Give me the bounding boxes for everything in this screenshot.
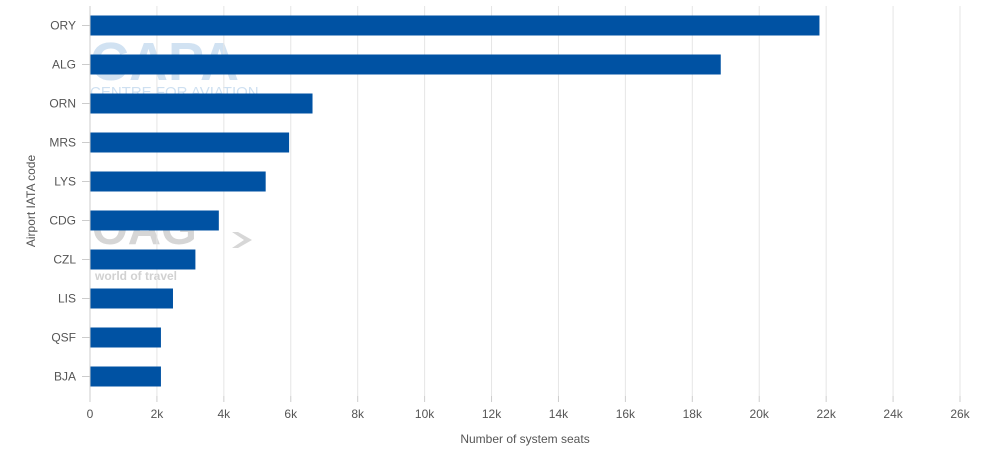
- x-tick-label: 8k: [351, 407, 365, 421]
- x-tick-label: 26k: [950, 407, 970, 421]
- bar: [90, 93, 313, 114]
- y-tick-label: CZL: [53, 253, 76, 267]
- y-axis-title: Airport IATA code: [24, 155, 38, 248]
- y-tick-label: MRS: [49, 136, 76, 150]
- y-tick-label: LYS: [54, 175, 76, 189]
- y-tick-label: ORY: [50, 19, 76, 33]
- y-tick-label: ALG: [52, 58, 76, 72]
- oag-watermark-subtitle: world of travel: [94, 269, 177, 283]
- x-tick-label: 12k: [482, 407, 502, 421]
- y-tick-label: LIS: [58, 292, 76, 306]
- bar: [90, 171, 266, 192]
- bars: [90, 15, 820, 387]
- bar: [90, 249, 196, 270]
- bar: [90, 15, 820, 36]
- axes: 0 2k 4k 6k 8k 10k 12k 14k 16k 18k 20k 22k 24k 26k ORY A…: [49, 6, 971, 421]
- bar: [90, 132, 290, 153]
- x-tick-label: 18k: [683, 407, 703, 421]
- x-tick-label: 2k: [151, 407, 165, 421]
- x-tick-label: 4k: [218, 407, 232, 421]
- oag-plane-icon: [196, 232, 252, 248]
- x-tick-label: 6k: [284, 407, 298, 421]
- x-tick-label: 10k: [415, 407, 435, 421]
- bar: [90, 327, 161, 348]
- x-axis-title: Number of system seats: [460, 432, 589, 446]
- y-tick-label: ORN: [49, 97, 76, 111]
- x-tick-label: 0: [87, 407, 94, 421]
- x-tick-label: 16k: [616, 407, 636, 421]
- y-tick-label: BJA: [54, 370, 76, 384]
- y-tick-label: CDG: [49, 214, 76, 228]
- bar: [90, 288, 173, 309]
- x-tick-label: 20k: [750, 407, 770, 421]
- bar: [90, 366, 161, 387]
- y-tick-label: QSF: [51, 331, 76, 345]
- bar: [90, 210, 219, 231]
- x-tick-label: 14k: [549, 407, 569, 421]
- x-tick-label: 22k: [816, 407, 836, 421]
- x-tick-label: 24k: [883, 407, 903, 421]
- bar: [90, 54, 721, 75]
